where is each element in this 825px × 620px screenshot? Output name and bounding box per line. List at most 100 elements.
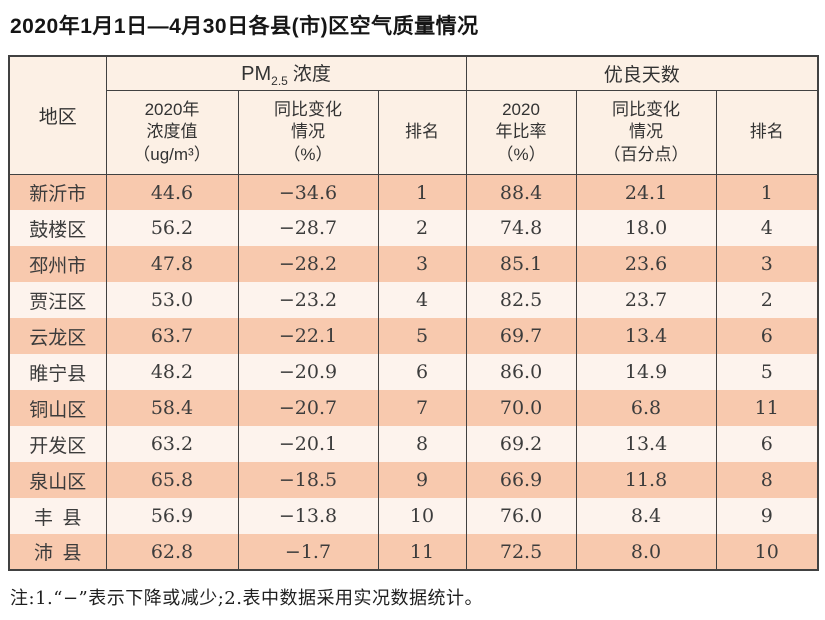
cell-region: 铜山区 [8,390,107,427]
cell-pm-change: −20.7 [237,390,379,427]
cell-pm-rank: 1 [377,174,467,211]
header-days-group: 优良天数 [465,55,819,91]
table-header: 地区 PM2.5 浓度 优良天数 2020年 浓度值 （ug/m³） 同比变化 情… [8,55,819,175]
cell-region: 云龙区 [8,318,107,355]
header-days-ratio: 2020 年比率 （%） [465,89,577,175]
cell-region: 沛 县 [8,534,107,571]
cell-pm-value: 47.8 [105,246,239,283]
cell-region: 贾汪区 [8,282,107,319]
header-pm-change: 同比变化 情况 （%） [237,89,379,175]
pm25-suffix: 浓度 [292,64,331,85]
cell-pm-change: −18.5 [237,462,379,499]
cell-days-rank: 5 [715,354,819,391]
cell-pm-change: −28.7 [237,210,379,247]
cell-pm-value: 53.0 [105,282,239,319]
cell-days-ratio: 86.0 [465,354,577,391]
cell-days-rank: 6 [715,426,819,463]
cell-days-change: 11.8 [575,462,717,499]
table-row: 沛 县 62.8 −1.7 11 72.5 8.0 10 [8,534,819,571]
cell-pm-rank: 4 [377,282,467,319]
cell-pm-value: 62.8 [105,534,239,571]
header-group-row: 地区 PM2.5 浓度 优良天数 [8,55,819,175]
cell-region: 泉山区 [8,462,107,499]
cell-days-rank: 8 [715,462,819,499]
cell-days-change: 14.9 [575,354,717,391]
table-row: 铜山区 58.4 −20.7 7 70.0 6.8 11 [8,390,819,427]
table-row: 鼓楼区 56.2 −28.7 2 74.8 18.0 4 [8,210,819,247]
cell-pm-rank: 2 [377,210,467,247]
cell-days-change: 13.4 [575,426,717,463]
cell-region: 邳州市 [8,246,107,283]
cell-days-change: 6.8 [575,390,717,427]
cell-days-change: 23.7 [575,282,717,319]
cell-days-ratio: 88.4 [465,174,577,211]
cell-pm-value: 56.2 [105,210,239,247]
cell-region: 丰 县 [8,498,107,535]
cell-days-ratio: 69.7 [465,318,577,355]
table-body: 新沂市 44.6 −34.6 1 88.4 24.1 1 鼓楼区 56.2 −2… [8,174,819,571]
cell-region: 新沂市 [8,174,107,211]
header-pm-value: 2020年 浓度值 （ug/m³） [105,89,239,175]
cell-pm-change: −1.7 [237,534,379,571]
table-row: 泉山区 65.8 −18.5 9 66.9 11.8 8 [8,462,819,499]
cell-pm-rank: 7 [377,390,467,427]
cell-days-ratio: 74.8 [465,210,577,247]
cell-days-rank: 6 [715,318,819,355]
cell-pm-value: 63.7 [105,318,239,355]
cell-pm-value: 48.2 [105,354,239,391]
table-row: 贾汪区 53.0 −23.2 4 82.5 23.7 2 [8,282,819,319]
cell-pm-change: −13.8 [237,498,379,535]
cell-pm-change: −20.1 [237,426,379,463]
pm25-label: PM [241,63,272,85]
cell-days-change: 18.0 [575,210,717,247]
cell-pm-value: 65.8 [105,462,239,499]
cell-days-rank: 1 [715,174,819,211]
header-pm-rank: 排名 [377,89,467,175]
cell-days-change: 24.1 [575,174,717,211]
table-row: 睢宁县 48.2 −20.9 6 86.0 14.9 5 [8,354,819,391]
pm25-subscript: 2.5 [271,73,288,88]
footnote: 注:1.“−”表示下降或减少;2.表中数据采用实况数据统计。 [10,588,483,610]
cell-pm-rank: 10 [377,498,467,535]
cell-pm-rank: 3 [377,246,467,283]
cell-days-rank: 2 [715,282,819,319]
cell-pm-value: 44.6 [105,174,239,211]
cell-pm-change: −22.1 [237,318,379,355]
cell-days-change: 13.4 [575,318,717,355]
cell-pm-change: −34.6 [237,174,379,211]
table-row: 丰 县 56.9 −13.8 10 76.0 8.4 9 [8,498,819,535]
cell-days-rank: 10 [715,534,819,571]
table-row: 开发区 63.2 −20.1 8 69.2 13.4 6 [8,426,819,463]
cell-pm-value: 58.4 [105,390,239,427]
header-pm25-group: PM2.5 浓度 [105,55,467,91]
cell-pm-rank: 11 [377,534,467,571]
table-row: 邳州市 47.8 −28.2 3 85.1 23.6 3 [8,246,819,283]
header-days-change: 同比变化 情况 （百分点） [575,89,717,175]
cell-pm-change: −23.2 [237,282,379,319]
cell-days-ratio: 82.5 [465,282,577,319]
cell-pm-value: 63.2 [105,426,239,463]
cell-days-rank: 4 [715,210,819,247]
cell-pm-change: −28.2 [237,246,379,283]
cell-days-rank: 11 [715,390,819,427]
cell-pm-rank: 8 [377,426,467,463]
table-row: 新沂市 44.6 −34.6 1 88.4 24.1 1 [8,174,819,211]
cell-days-ratio: 72.5 [465,534,577,571]
cell-days-change: 23.6 [575,246,717,283]
cell-days-change: 8.4 [575,498,717,535]
cell-days-change: 8.0 [575,534,717,571]
header-days-rank: 排名 [715,89,819,175]
cell-pm-rank: 9 [377,462,467,499]
cell-pm-rank: 6 [377,354,467,391]
cell-pm-rank: 5 [377,318,467,355]
cell-days-ratio: 69.2 [465,426,577,463]
cell-days-rank: 3 [715,246,819,283]
cell-days-rank: 9 [715,498,819,535]
cell-region: 鼓楼区 [8,210,107,247]
cell-pm-value: 56.9 [105,498,239,535]
page-title: 2020年1月1日—4月30日各县(市)区空气质量情况 [10,15,479,38]
cell-days-ratio: 66.9 [465,462,577,499]
cell-pm-change: −20.9 [237,354,379,391]
cell-days-ratio: 76.0 [465,498,577,535]
